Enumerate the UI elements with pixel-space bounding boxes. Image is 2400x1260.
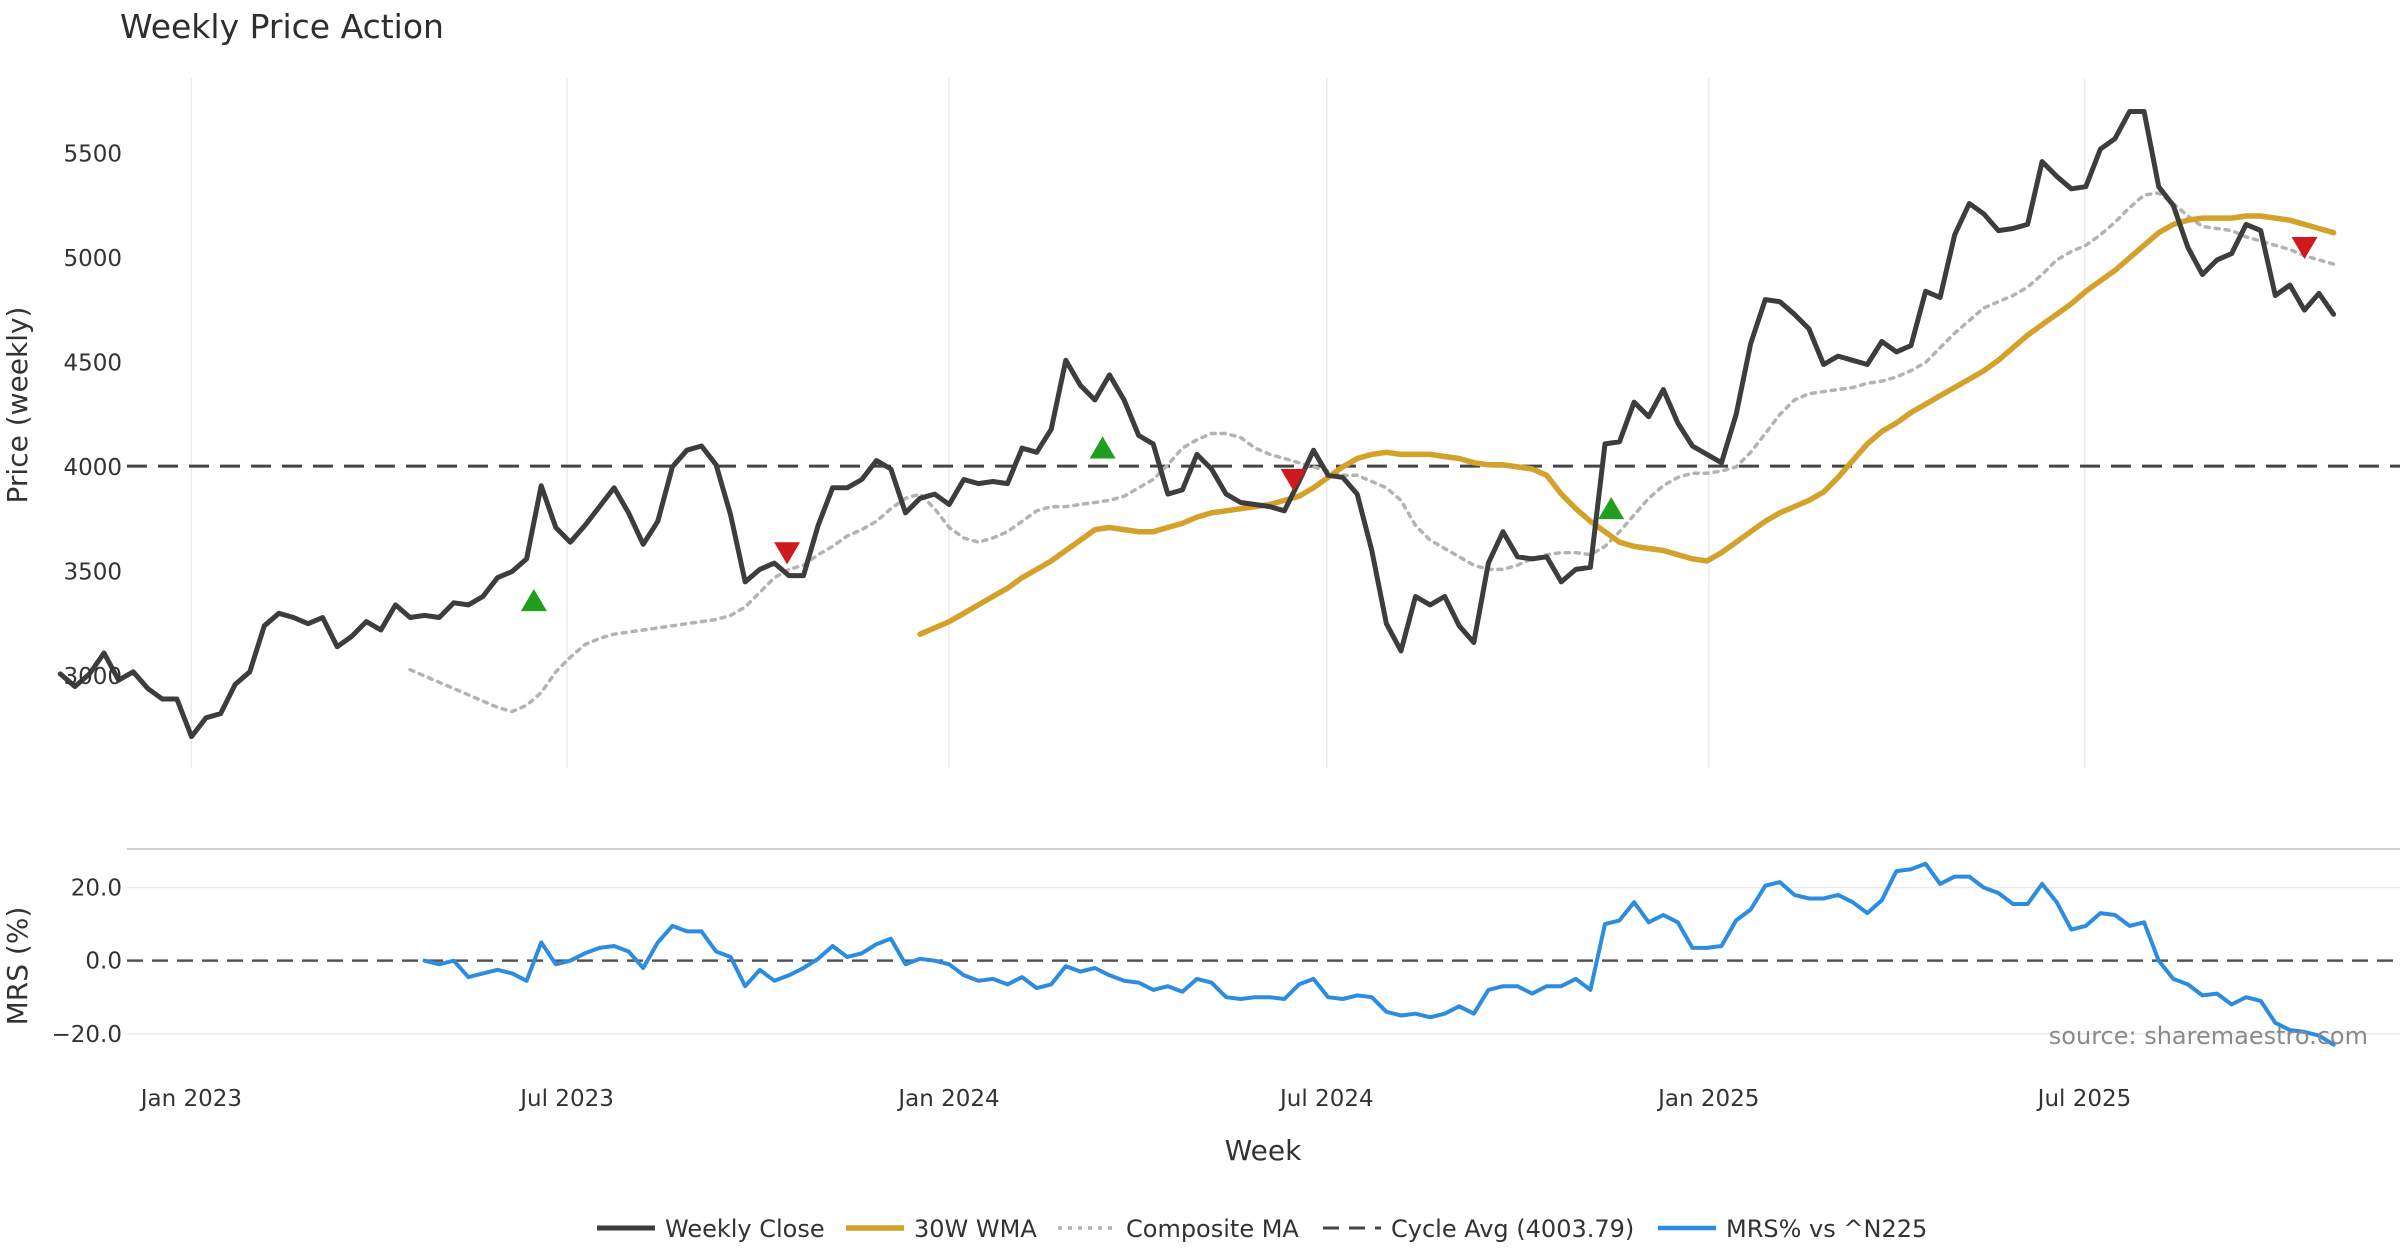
legend-label: Cycle Avg (4003.79) (1391, 1215, 1634, 1243)
legend-label: Weekly Close (665, 1215, 825, 1243)
y-tick-label-top: 5000 (63, 246, 122, 272)
chart-title: Weekly Price Action (120, 7, 444, 46)
sell-signal-marker (1280, 469, 1307, 492)
y-tick-label-top: 4500 (63, 350, 122, 376)
x-tick-label: Jul 2025 (2036, 1086, 2132, 1112)
buy-signal-marker (520, 589, 547, 612)
x-tick-label: Jan 2024 (896, 1086, 999, 1112)
composite-ma-line (408, 191, 2336, 714)
y-tick-label-bottom: −20.0 (52, 1022, 122, 1048)
sell-signal-marker (774, 542, 801, 565)
x-tick-label: Jan 2023 (139, 1086, 242, 1112)
x-tick-label: Jul 2023 (518, 1086, 614, 1112)
y-tick-label-bottom: 20.0 (71, 876, 122, 902)
legend-label: 30W WMA (914, 1215, 1037, 1243)
legend-label: Composite MA (1126, 1215, 1299, 1243)
buy-signal-marker (1089, 436, 1116, 459)
axis-layer: Jan 2023 Jul 2023 Jan 2024 Jul 2024 Jan 2025… (52, 141, 2132, 1112)
y-tick-label-top: 3500 (63, 559, 122, 585)
y-tick-label-top: 4000 (63, 455, 122, 481)
sell-signal-marker (2291, 236, 2318, 260)
legend-label: MRS% vs ^N225 (1726, 1215, 1927, 1243)
x-tick-label: Jul 2024 (1278, 1086, 1374, 1112)
marker-layer (520, 236, 2318, 612)
y-axis-title-bottom: MRS (%) (1, 907, 34, 1026)
legend: Weekly Close 30W WMA Composite MA Cycle Avg… (597, 1215, 1927, 1243)
source-annotation: source: sharemaestro.com (2049, 1022, 2368, 1050)
series-layer (57, 109, 2400, 1047)
wma-line (917, 213, 2337, 637)
y-tick-label-top: 5500 (63, 141, 122, 167)
weekly-close-line (57, 109, 2337, 740)
y-tick-label-top: 3000 (63, 664, 122, 690)
x-axis-title: Week (1225, 1134, 1302, 1167)
buy-signal-marker (1598, 497, 1625, 520)
x-tick-label: Jan 2025 (1656, 1086, 1759, 1112)
y-tick-label-bottom: 0.0 (85, 949, 122, 975)
y-axis-title-top: Price (weekly) (1, 307, 34, 504)
mrs-line (422, 861, 2336, 1047)
grid-layer (127, 78, 2400, 1035)
